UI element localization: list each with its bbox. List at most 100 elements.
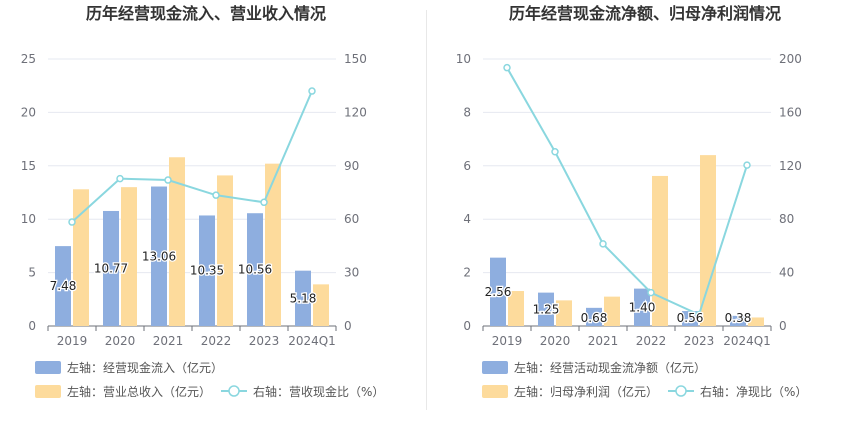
bar-data-label: 10.35 bbox=[190, 264, 224, 278]
right-y-tick-label: 30 bbox=[344, 266, 359, 280]
right-y-tick-label: 0 bbox=[344, 319, 352, 333]
x-tick-label: 2020 bbox=[105, 334, 136, 348]
right-y-tick-label: 80 bbox=[779, 212, 794, 226]
bar-series1 bbox=[682, 311, 698, 326]
legend-swatch-series1 bbox=[482, 361, 508, 374]
line-point bbox=[647, 288, 655, 297]
bar-series2 bbox=[652, 175, 668, 326]
left-y-tick-label: 20 bbox=[21, 105, 36, 119]
left-y-tick-label: 2 bbox=[463, 266, 471, 280]
bar-data-label: 5.18 bbox=[290, 291, 317, 305]
legend-label-series2: 左轴：营业总收入（亿元） bbox=[67, 384, 211, 399]
legend-label-series2: 左轴：归母净利润（亿元） bbox=[514, 384, 658, 399]
left-y-tick-label: 0 bbox=[28, 319, 36, 333]
x-tick-label: 2021 bbox=[588, 334, 619, 348]
legend-swatch-series2 bbox=[35, 385, 61, 398]
right-y-tick-label: 60 bbox=[344, 212, 359, 226]
bar-series2 bbox=[265, 163, 281, 326]
line-series bbox=[71, 90, 313, 223]
right-y-tick-label: 40 bbox=[779, 266, 794, 280]
right-y-tick-label: 120 bbox=[779, 159, 802, 173]
line-point bbox=[68, 218, 76, 226]
bar-series1 bbox=[730, 315, 746, 326]
x-tick-label: 2024Q1 bbox=[288, 334, 336, 348]
legend-label-series3: 右轴：营收现金比（%） bbox=[253, 384, 384, 399]
chart-title: 历年经营现金流净额、归母净利润情况 bbox=[509, 4, 781, 23]
bar-data-label: 2.56 bbox=[485, 285, 512, 299]
legend-swatch-series2 bbox=[482, 385, 508, 398]
line-series bbox=[506, 67, 748, 317]
bar-data-label: 1.40 bbox=[629, 300, 656, 314]
bar-series2 bbox=[508, 291, 524, 326]
bar-series2 bbox=[700, 155, 716, 326]
chart-panel-cash-inflow-revenue: 历年经营现金流入、营业收入情况 0 5 10 15 20 25 0 30 60 90 120 150 20… bbox=[21, 4, 385, 399]
line-point bbox=[695, 310, 703, 319]
bar-series2 bbox=[217, 175, 233, 326]
left-y-tick-label: 4 bbox=[463, 212, 471, 226]
left-y-tick-label: 15 bbox=[21, 159, 36, 173]
line-point bbox=[551, 148, 559, 156]
bar-series1 bbox=[151, 186, 167, 326]
bar-series1 bbox=[538, 292, 554, 326]
legend-swatch-series3-marker bbox=[675, 385, 687, 397]
line-point bbox=[164, 176, 172, 184]
line-point bbox=[743, 161, 751, 169]
legend-swatch-series3-marker bbox=[228, 385, 240, 397]
left-y-tick-label: 8 bbox=[463, 105, 471, 119]
line-point bbox=[599, 240, 607, 248]
left-y-tick-label: 5 bbox=[28, 266, 36, 280]
line-point bbox=[308, 87, 316, 95]
x-tick-label: 2022 bbox=[201, 334, 232, 348]
bar-data-label: 0.38 bbox=[725, 311, 752, 325]
x-tick-label: 2021 bbox=[153, 334, 184, 348]
bar-data-label: 10.77 bbox=[94, 261, 128, 275]
line-point bbox=[212, 191, 220, 199]
right-y-tick-label: 150 bbox=[344, 52, 367, 66]
left-y-tick-label: 10 bbox=[21, 212, 36, 226]
chart-net-cash-flow-profit: 历年经营现金流净额、归母净利润情况 0 2 4 6 8 10 0 40 80 120 160 200 20… bbox=[425, 0, 850, 437]
line-point bbox=[116, 174, 124, 183]
bar-series1 bbox=[55, 246, 71, 326]
bar-data-label: 10.56 bbox=[238, 263, 272, 277]
bar-series1 bbox=[103, 210, 119, 326]
bar-series1 bbox=[295, 270, 311, 326]
legend-label-series1: 左轴：经营现金流入（亿元） bbox=[67, 360, 223, 375]
bar-series2 bbox=[313, 284, 329, 326]
bar-data-label: 0.68 bbox=[581, 311, 608, 325]
right-y-tick-label: 160 bbox=[779, 105, 802, 119]
bar-data-label: 0.56 bbox=[677, 311, 704, 325]
bar-series2 bbox=[748, 317, 764, 326]
bar-series2 bbox=[604, 296, 620, 326]
x-tick-label: 2023 bbox=[249, 334, 280, 348]
bar-data-label: 1.25 bbox=[533, 302, 560, 316]
bar-series2 bbox=[556, 300, 572, 326]
x-tick-label: 2019 bbox=[57, 334, 88, 348]
bar-data-label: 13.06 bbox=[142, 249, 176, 263]
panel-divider bbox=[426, 10, 427, 410]
x-tick-label: 2020 bbox=[540, 334, 571, 348]
chart-cash-inflow-revenue: 历年经营现金流入、营业收入情况 0 5 10 15 20 25 0 30 60 90 120 150 20… bbox=[21, 4, 385, 399]
legend-swatch-series1 bbox=[35, 361, 61, 374]
line-point bbox=[503, 63, 511, 72]
x-tick-label: 2019 bbox=[492, 334, 523, 348]
bar-series1 bbox=[490, 257, 506, 326]
right-y-tick-label: 120 bbox=[344, 105, 367, 119]
x-tick-label: 2024Q1 bbox=[723, 334, 771, 348]
bar-series1 bbox=[634, 288, 650, 326]
left-y-tick-label: 25 bbox=[21, 52, 36, 66]
bar-series1 bbox=[199, 215, 215, 326]
bar-series1 bbox=[247, 213, 263, 326]
bar-series1 bbox=[586, 307, 602, 326]
legend-label-series3: 右轴：净现比（%） bbox=[700, 384, 807, 399]
right-y-tick-label: 200 bbox=[779, 52, 802, 66]
left-y-tick-label: 6 bbox=[463, 159, 471, 173]
right-y-tick-label: 90 bbox=[344, 159, 359, 173]
bar-series2 bbox=[169, 157, 185, 326]
line-point bbox=[260, 198, 268, 207]
legend-label-series1: 左轴：经营活动现金流净额（亿元） bbox=[514, 360, 706, 375]
right-y-tick-label: 0 bbox=[779, 319, 787, 333]
bar-series2 bbox=[73, 189, 89, 326]
left-y-tick-label: 0 bbox=[463, 319, 471, 333]
bar-series2 bbox=[121, 187, 137, 326]
bar-data-label: 7.48 bbox=[50, 279, 77, 293]
